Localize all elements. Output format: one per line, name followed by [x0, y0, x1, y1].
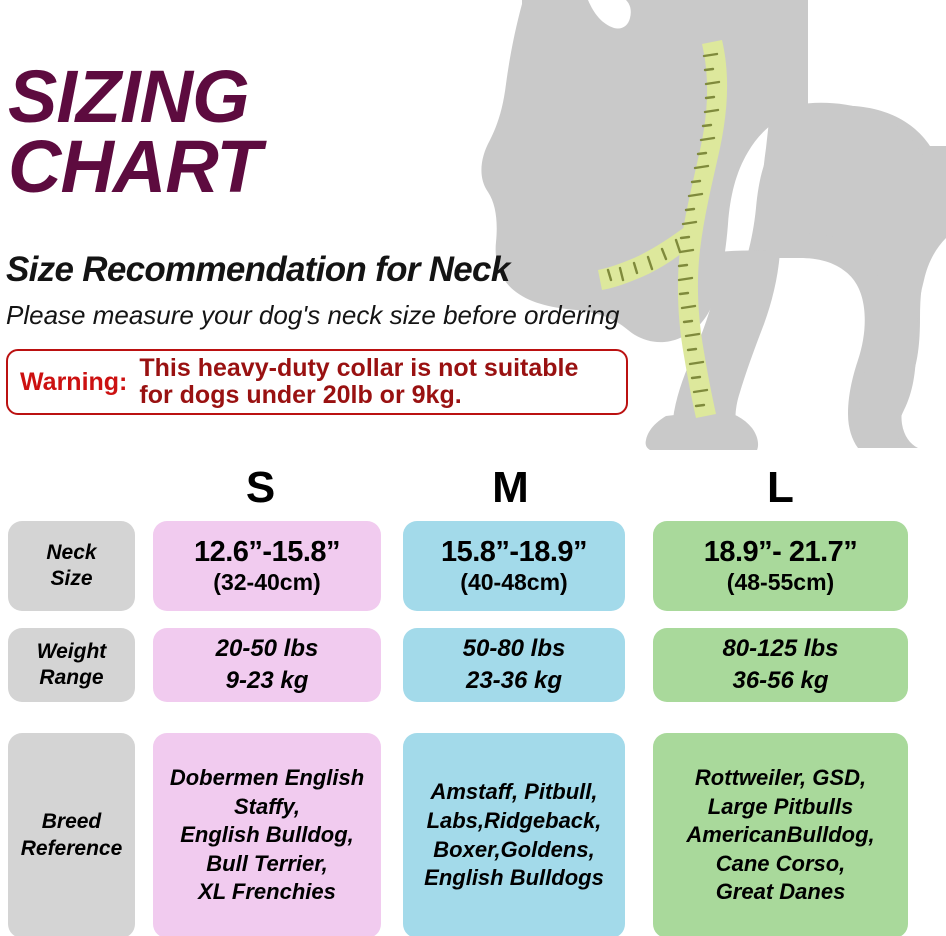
breed-line-0: Rottweiler, GSD, — [694, 765, 867, 791]
cell-neck-size-l-secondary: (48-55cm) — [726, 568, 835, 595]
breed-line-3: Bull Terrier, — [206, 850, 328, 876]
breed-line-1: Labs,Ridgeback, — [426, 807, 602, 833]
cell-weight-range-m-secondary: 23-36 kg — [465, 667, 563, 694]
breed-line-2: English Bulldog, — [180, 822, 354, 848]
warning-message-line-1: This heavy-duty collar is not suitable — [139, 354, 579, 382]
breed-line-2: Boxer,Goldens, — [433, 836, 595, 862]
breed-line-3: English Bulldogs — [424, 865, 604, 891]
title-line-1: SIZING — [8, 55, 250, 138]
subtitle-note: Please measure your dog's neck size befo… — [6, 300, 620, 330]
cell-neck-size-l-primary: 18.9”- 21.7” — [703, 535, 858, 568]
size-header-l: L — [767, 463, 794, 512]
breed-line-4: XL Frenchies — [198, 879, 336, 905]
breed-line-0: Dobermen English — [169, 765, 365, 791]
row-label-neck-size-line-2: Size — [50, 567, 93, 590]
row-label-breed-reference-line-1: Breed — [41, 810, 102, 834]
cell-weight-range-l: 80-125 lbs 36-56 kg — [653, 628, 908, 702]
row-label-breed-reference: Breed Reference — [8, 733, 135, 936]
cell-weight-range-s: 20-50 lbs 9-23 kg — [153, 628, 381, 702]
breed-line-3: Cane Corso, — [715, 850, 846, 876]
cell-breed-reference-s-lines: Dobermen English Staffy, English Bulldog, B… — [164, 764, 370, 907]
cell-neck-size-m-primary: 15.8”-18.9” — [440, 535, 588, 568]
breed-line-1: Staffy, — [233, 793, 300, 819]
cell-weight-range-s-secondary: 9-23 kg — [225, 667, 309, 694]
cell-breed-reference-l-lines: Rottweiler, GSD, Large Pitbulls AmericanBu… — [680, 764, 880, 907]
cell-weight-range-m: 50-80 lbs 23-36 kg — [403, 628, 625, 702]
row-label-neck-size-line-1: Neck — [46, 540, 97, 564]
cell-breed-reference-l: Rottweiler, GSD, Large Pitbulls AmericanBu… — [653, 733, 908, 936]
title-line-2: CHART — [8, 125, 262, 209]
row-label-neck-size: Neck Size — [8, 521, 135, 611]
cell-neck-size-m-secondary: (40-48cm) — [460, 568, 568, 595]
cell-neck-size-l: 18.9”- 21.7” (48-55cm) — [653, 521, 908, 611]
breed-line-2: AmericanBulldog, — [686, 822, 875, 848]
row-label-weight-range-line-2: Range — [39, 666, 104, 689]
cell-neck-size-m: 15.8”-18.9” (40-48cm) — [403, 521, 625, 611]
cell-breed-reference-s: Dobermen English Staffy, English Bulldog, B… — [153, 733, 381, 936]
warning-box: Warning: This heavy-duty collar is not s… — [6, 349, 628, 415]
row-label-weight-range-line-1: Weight — [36, 639, 107, 663]
cell-breed-reference-m: Amstaff, Pitbull, Labs,Ridgeback, Boxer,Go… — [403, 733, 625, 936]
size-header-s: S — [245, 463, 276, 512]
page-title: SIZING CHART — [8, 55, 668, 209]
cell-weight-range-s-primary: 20-50 lbs — [215, 635, 319, 663]
cell-neck-size-s-secondary: (32-40cm) — [213, 568, 321, 595]
breed-line-4: Great Danes — [715, 879, 846, 905]
breed-line-0: Amstaff, Pitbull, — [430, 779, 598, 805]
warning-message-line-2: for dogs under 20lb or 9kg. — [139, 381, 462, 409]
cell-neck-size-s: 12.6”-15.8” (32-40cm) — [153, 521, 381, 611]
row-label-weight-range: Weight Range — [8, 628, 135, 702]
breed-line-1: Large Pitbulls — [707, 793, 854, 819]
warning-message: This heavy-duty collar is not suitable f… — [139, 355, 622, 409]
cell-weight-range-l-primary: 80-125 lbs — [722, 635, 839, 663]
warning-label: Warning: — [20, 367, 128, 396]
cell-weight-range-l-secondary: 36-56 kg — [732, 667, 829, 694]
size-header-m: M — [492, 463, 529, 512]
row-label-breed-reference-line-2: Reference — [20, 836, 123, 860]
cell-weight-range-m-primary: 50-80 lbs — [462, 635, 566, 663]
subtitle: Size Recommendation for Neck — [6, 250, 510, 289]
cell-breed-reference-m-lines: Amstaff, Pitbull, Labs,Ridgeback, Boxer,Go… — [418, 778, 610, 892]
cell-neck-size-s-primary: 12.6”-15.8” — [193, 535, 341, 568]
